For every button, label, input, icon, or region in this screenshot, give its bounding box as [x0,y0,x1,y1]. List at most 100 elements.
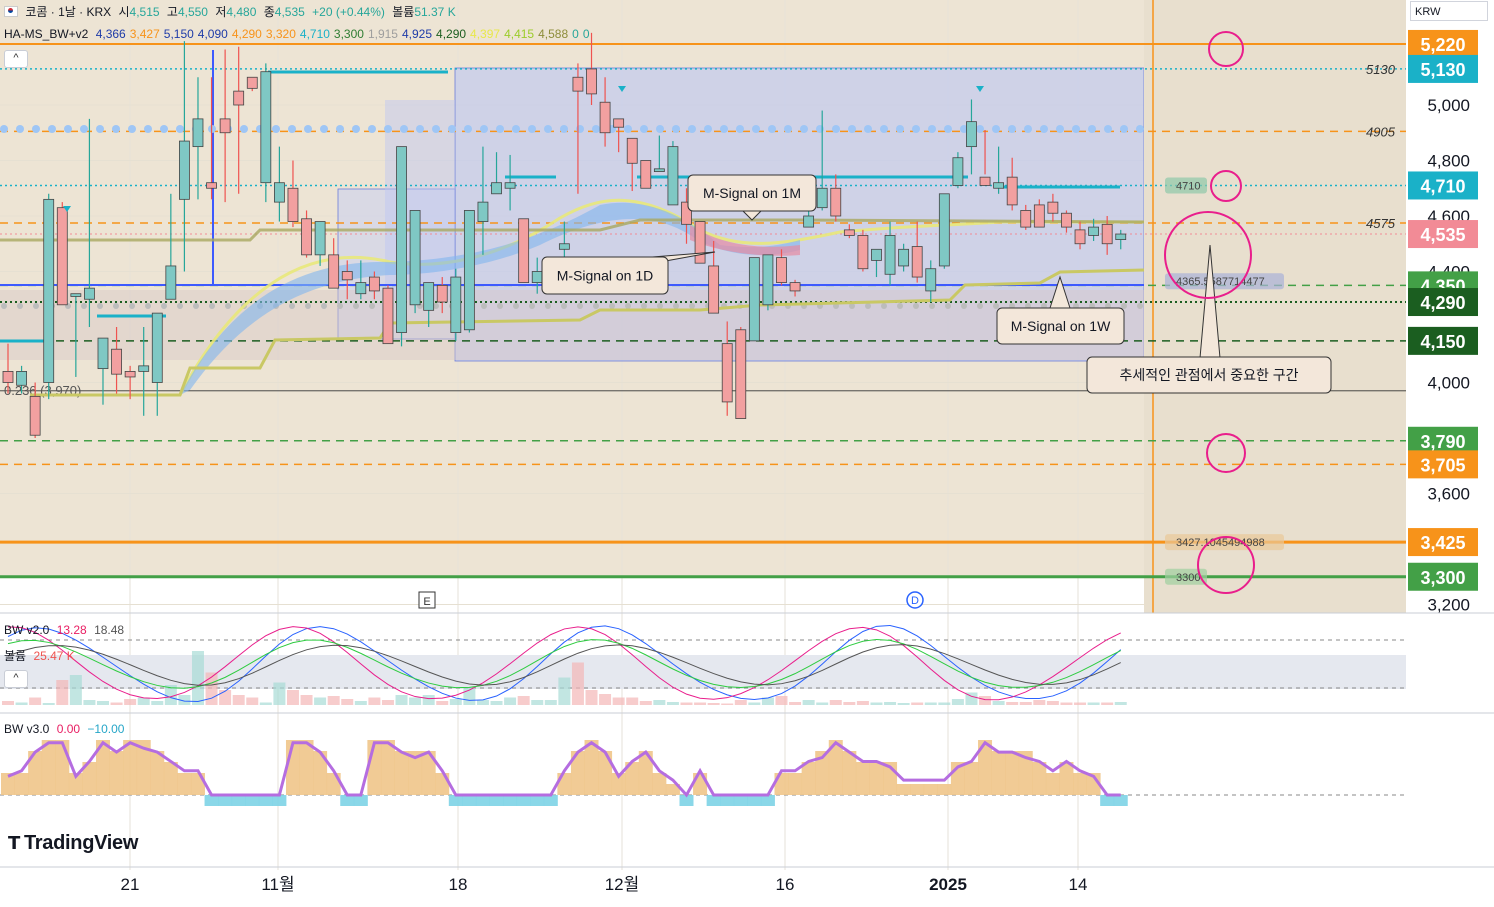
price-tick-4: 4,000 [1427,374,1470,393]
ohlc-high: 고4,550 [166,5,208,19]
volume-bar-48 [653,700,666,705]
bw3-bar-44 [598,751,613,795]
highlight-circle-4 [1197,536,1255,594]
volume-bar-41 [558,677,571,705]
tradingview-logo[interactable]: 𝗧 TradingView [8,832,138,855]
dot-4905 [384,125,392,133]
down-arrow-icon-2 [976,86,984,92]
bw3-bar-43 [584,740,599,795]
bw3-bar-22 [299,740,314,795]
bw2-green-line [7,638,1121,689]
indicator-values: 4,366 3,427 5,150 4,090 4,290 3,320 4,710 3,300… [96,27,594,41]
dot-4290 [81,303,87,309]
bw3-bar-56 [760,795,775,806]
dot-4290 [289,303,295,309]
bw3-bar-60 [815,751,830,795]
price-label-3425 [1408,528,1478,557]
dot-4905 [1104,125,1112,133]
volume-bar-25 [341,699,354,705]
annotation-tail-0 [741,209,763,221]
bw3-name: BW v3.0 [4,722,50,736]
price-label-text-4535: 4,535 [1420,225,1465,245]
symbol-legend[interactable]: 코콤 · 1날 · KRX 시4,515 고4,550 저4,480 종4,53… [4,3,460,20]
volume-bar-23 [314,697,327,705]
bw3-bar-37 [503,795,518,806]
bw3-bar-71 [964,762,979,795]
collapse-legend-button[interactable]: ^ [4,50,28,68]
volume-bar-80 [1087,702,1100,705]
collapse-pane-button[interactable]: ^ [4,670,28,688]
dot-4290 [529,303,535,309]
volume-bar-14 [191,651,204,705]
annotation-text-1: M-Signal on 1D [557,268,654,284]
bw3-bar-57 [774,773,789,795]
bw3-bar-47 [638,751,653,795]
volume-legend[interactable]: 볼륨 25.47 K [4,647,79,664]
bw2-value-2: 18.48 [94,623,125,637]
dot-4905 [416,125,424,133]
price-label-4150 [1408,326,1478,355]
volume-bar-30 [409,697,422,705]
candle-body-26 [355,282,367,295]
dot-4905 [624,125,632,133]
dot-4905 [544,125,552,133]
dot-4290 [497,303,503,309]
candle-body-43 [586,68,597,95]
volume-bar-67 [911,702,924,705]
candle-body-13 [179,140,190,200]
volume-bar-54 [734,700,747,705]
dot-4905 [512,125,520,133]
dot-4290 [881,303,887,309]
bw3-bar-68 [923,784,938,795]
bw2-legend[interactable]: BW v2.0 13.28 18.48 [4,623,128,637]
dot-4905 [160,125,168,133]
volume-bar-74 [1006,702,1019,705]
dot-4905 [656,125,664,133]
candle-body-73 [993,182,1005,189]
candle-body-45 [613,118,625,128]
bw3-bar-61 [828,740,843,795]
volume-bar-71 [965,692,978,705]
price-label-4535 [1408,220,1478,249]
dot-4905 [560,125,568,133]
bw3-bar-36 [489,795,504,806]
bw3-bar-39 [530,795,545,806]
candle-body-64 [871,248,882,261]
candle-body-58 [789,282,801,292]
highlight-circle-3 [1206,433,1246,473]
volume-bar-44 [599,694,612,705]
indicator-legend[interactable]: HA-MS_BW+v2 4,366 3,427 5,150 4,090 4,290 3,3… [4,27,598,41]
candle-body-12 [165,265,177,300]
dot-4905 [0,125,8,133]
volume-bar-1 [15,702,28,705]
currency-label[interactable]: KRW [1410,1,1488,21]
candle-body-47 [640,160,652,189]
candle-body-53 [721,343,733,403]
candle-body-9 [124,370,136,378]
volume-bar-9 [124,699,137,705]
inline-badge-3 [1165,568,1207,585]
annotation-0: M-Signal on 1M [687,174,817,221]
indicator-value-6: 4,710 [299,27,330,41]
candle-body-71 [966,121,977,148]
volume-bar-77 [1046,701,1059,705]
candle-body-56 [762,254,774,306]
indicator-value-12: 4,415 [504,27,535,41]
bw3-bar-66 [896,784,911,795]
dot-4290 [913,303,919,309]
volume-legend-value: 25.47 K [33,649,75,663]
dot-4905 [688,125,696,133]
volume-bar-40 [544,700,557,705]
dot-4290 [609,303,615,309]
bw3-legend[interactable]: BW v3.0 0.00 −10.00 [4,722,128,736]
symbol-line[interactable]: 코콤 · 1날 · KRX [25,5,112,19]
bw3-bar-46 [625,762,640,795]
dot-4290 [161,303,167,309]
candle-body-81 [1101,223,1113,245]
candle-body-79 [1074,229,1086,245]
candle-body-29 [396,146,407,333]
candle-body-77 [1047,201,1059,214]
indicator-name[interactable]: HA-MS_BW+v2 [4,27,89,41]
